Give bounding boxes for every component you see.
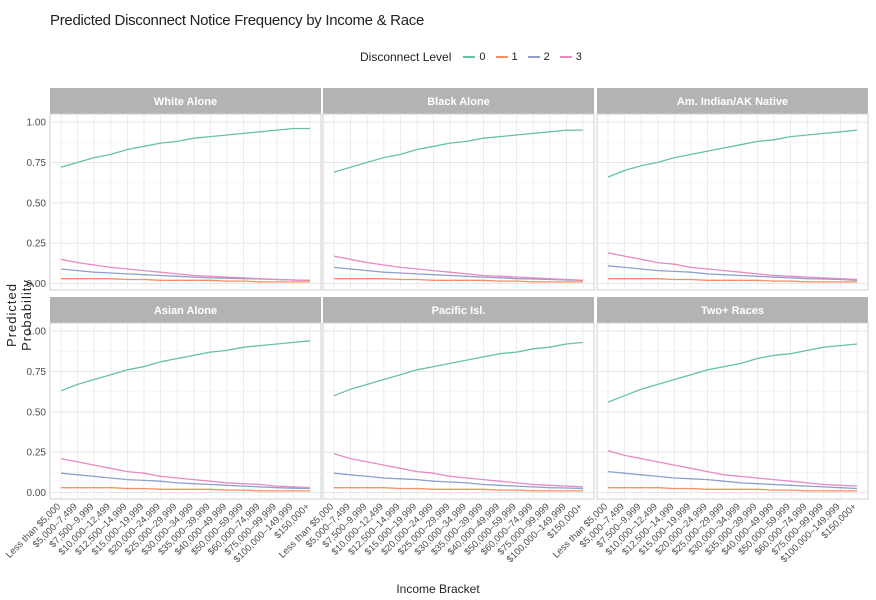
panel-title-asian-alone: Asian Alone (154, 305, 217, 317)
y-tick-label: 0.75 (27, 367, 47, 378)
panel-strip-pacific-isl (323, 297, 594, 323)
series-line-white-alone-3 (60, 258, 311, 281)
panel-title-white-alone: White Alone (154, 96, 217, 108)
legend-label-1: 1 (511, 51, 518, 63)
series-line-white-alone-0 (60, 127, 310, 168)
series-line-white-alone-1 (61, 278, 310, 283)
series-line-pacific-isl-3 (333, 453, 584, 488)
panel-strip-black-alone (323, 88, 594, 114)
panel-title-pacific-isl: Pacific Isl. (432, 305, 486, 317)
series-line-am-indian-ak-native-0 (607, 129, 858, 178)
series-line-pacific-isl-2 (333, 472, 584, 490)
panel-area-pacific-isl (322, 322, 595, 500)
legend: Disconnect Level 0 1 2 3 (360, 50, 588, 64)
series-line-pacific-isl-1 (334, 487, 583, 492)
legend-key-3 (559, 56, 572, 58)
panel-strip-two-races (597, 297, 868, 323)
series-line-asian-alone-3 (60, 457, 311, 489)
y-tick-label: 0.50 (27, 407, 47, 418)
panel-strip-white-alone (50, 88, 321, 114)
y-tick-label: 0.00 (27, 279, 47, 290)
series-line-two-races-1 (608, 487, 857, 492)
series-line-black-alone-2 (333, 266, 584, 281)
y-tick-label: 0.25 (27, 239, 47, 250)
series-line-am-indian-ak-native-3 (607, 252, 858, 281)
y-tick-label: 1.00 (27, 327, 47, 338)
panel-area-white-alone (49, 113, 322, 291)
panel-title-am-indian-ak-native: Am. Indian/AK Native (677, 96, 788, 108)
series-line-asian-alone-2 (60, 472, 311, 490)
panel-area-am-indian-ak-native (596, 113, 869, 291)
panel-strip-asian-alone (50, 297, 321, 323)
series-line-asian-alone-1 (61, 487, 310, 492)
panel-strip-am-indian-ak-native (597, 88, 868, 114)
panel-area-two-races (596, 322, 869, 500)
panel-area-asian-alone (49, 322, 322, 500)
y-tick-label: 0.00 (27, 488, 47, 499)
series-line-pacific-isl-0 (333, 341, 584, 397)
chart-title: Predicted Disconnect Notice Frequency by… (50, 12, 424, 29)
series-line-am-indian-ak-native-2 (607, 265, 858, 281)
series-line-two-races-0 (607, 343, 858, 403)
y-axis-label: Predicted Probability (4, 279, 34, 351)
legend-title: Disconnect Level (360, 50, 452, 64)
y-tick-label: 1.00 (27, 118, 47, 129)
legend-label-0: 0 (479, 51, 486, 63)
series-line-black-alone-1 (334, 278, 583, 283)
series-line-black-alone-0 (333, 129, 583, 173)
legend-item-0: 0 (463, 51, 486, 63)
series-line-two-races-2 (607, 470, 858, 490)
y-tick-label: 0.25 (27, 448, 47, 459)
legend-key-2 (527, 56, 540, 58)
legend-key-0 (463, 56, 476, 58)
series-line-two-races-3 (607, 449, 858, 487)
panel-area-black-alone (322, 113, 595, 291)
legend-item-1: 1 (495, 51, 518, 63)
series-line-am-indian-ak-native-1 (608, 278, 857, 283)
y-tick-label: 0.50 (27, 198, 47, 209)
legend-label-2: 2 (543, 51, 550, 63)
legend-item-2: 2 (527, 51, 550, 63)
series-line-black-alone-3 (333, 255, 584, 281)
x-axis-label: Income Bracket (396, 582, 480, 596)
legend-label-3: 3 (575, 51, 582, 63)
y-tick-label: 0.75 (27, 158, 47, 169)
panel-title-black-alone: Black Alone (427, 96, 490, 108)
legend-item-3: 3 (559, 51, 582, 63)
legend-key-1 (495, 56, 508, 58)
series-line-asian-alone-0 (60, 340, 311, 392)
panel-title-two-races: Two+ Races (701, 305, 764, 317)
